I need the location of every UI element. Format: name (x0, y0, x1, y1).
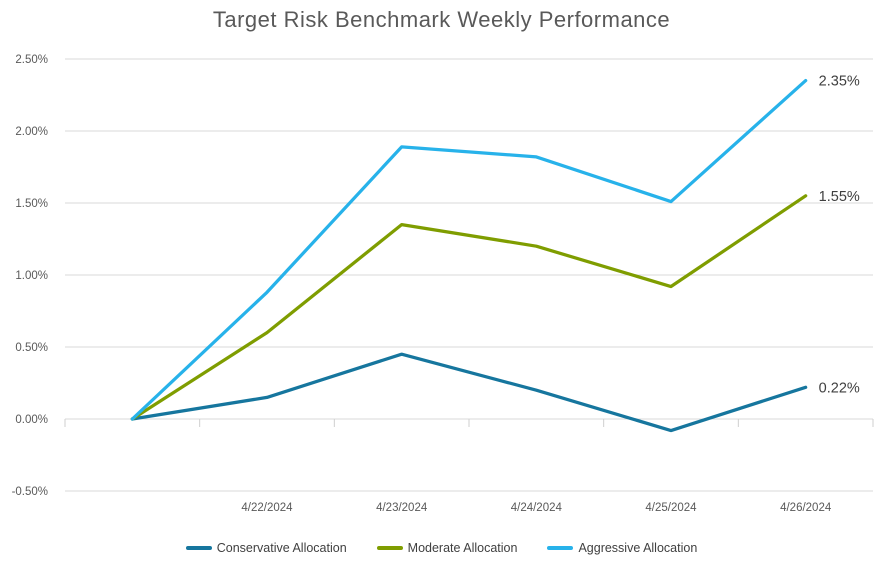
x-axis-label: 4/26/2024 (780, 502, 832, 514)
legend-swatch-conservative-allocation (185, 546, 212, 550)
series-line-conservative-allocation[interactable] (130, 352, 808, 433)
series-end-label-aggressive-allocation: 2.35% (819, 74, 860, 90)
legend-item-conservative-allocation[interactable]: Conservative Allocation (185, 541, 347, 555)
y-axis-label: 2.00% (15, 126, 48, 138)
y-axis-label: 0.00% (15, 414, 48, 426)
legend-label: Aggressive Allocation (578, 541, 698, 555)
x-axis-label: 4/24/2024 (511, 502, 563, 514)
y-axis-label: 1.00% (15, 270, 48, 282)
chart-title: Target Risk Benchmark Weekly Performance (212, 7, 671, 32)
y-axis-label: -0.50% (12, 486, 48, 498)
legend-item-moderate-allocation[interactable]: Moderate Allocation (376, 541, 518, 555)
legend-label: Conservative Allocation (216, 541, 347, 555)
legend-label: Moderate Allocation (407, 541, 518, 555)
legend-swatch-aggressive-allocation (547, 546, 574, 550)
series-line-aggressive-allocation[interactable] (130, 78, 808, 421)
x-axis-label: 4/22/2024 (241, 502, 293, 514)
chart-legend: Conservative Allocation Moderate Allocati… (0, 541, 883, 555)
series-end-label-moderate-allocation: 1.55% (819, 189, 860, 205)
x-axis-label: 4/25/2024 (645, 502, 697, 514)
legend-item-aggressive-allocation[interactable]: Aggressive Allocation (547, 541, 697, 555)
y-axis-label: 2.50% (15, 54, 48, 66)
y-axis-label: 0.50% (15, 342, 48, 354)
y-axis-label: 1.50% (15, 198, 48, 210)
series-line-moderate-allocation[interactable] (130, 194, 808, 421)
legend-swatch-moderate-allocation (376, 546, 403, 550)
series-end-label-conservative-allocation: 0.22% (819, 380, 860, 396)
x-axis-label: 4/23/2024 (376, 502, 428, 514)
